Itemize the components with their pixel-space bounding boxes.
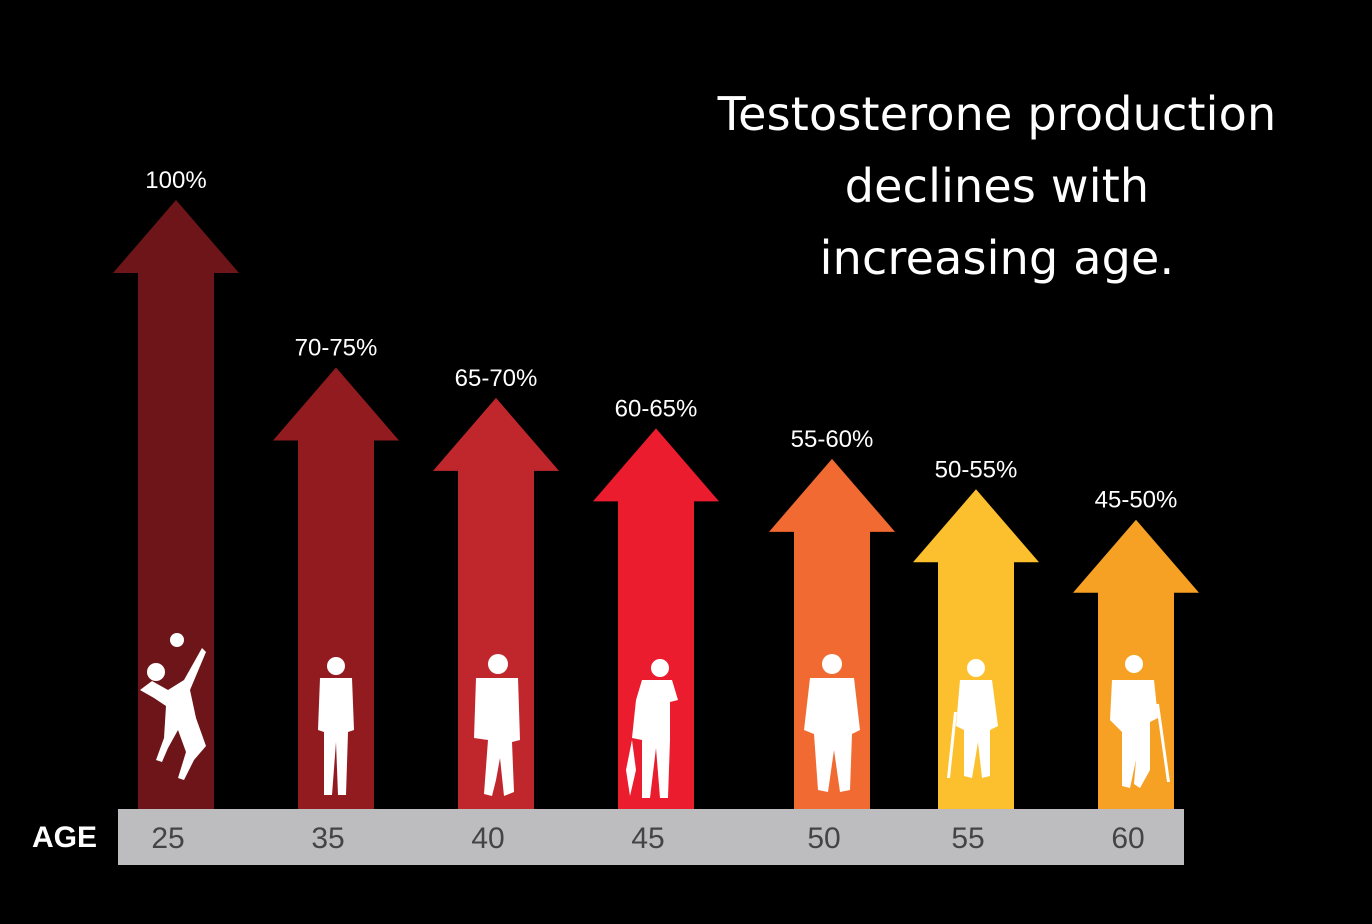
age-tick-60: 60 bbox=[1111, 822, 1144, 855]
man-on-phone-icon bbox=[626, 659, 678, 798]
figures-layer bbox=[140, 633, 1170, 798]
chart-title: Testosterone production declines with in… bbox=[640, 78, 1354, 294]
standing-man-icon bbox=[318, 657, 354, 795]
arrow-bar-35 bbox=[273, 367, 399, 809]
value-label-35: 70-75% bbox=[295, 334, 378, 361]
arrow-bar-55 bbox=[913, 489, 1039, 809]
age-tick-45: 45 bbox=[631, 822, 664, 855]
arrow-bar-50 bbox=[769, 458, 895, 809]
age-tick-55: 55 bbox=[951, 822, 984, 855]
age-ticks: 25 35 40 45 50 55 60 bbox=[151, 822, 1144, 855]
value-label-40: 65-70% bbox=[455, 365, 538, 392]
arrow-bar-45 bbox=[593, 428, 719, 809]
value-label-50: 55-60% bbox=[791, 426, 874, 453]
age-tick-50: 50 bbox=[807, 822, 840, 855]
age-tick-40: 40 bbox=[471, 822, 504, 855]
title-line-1: Testosterone production bbox=[717, 87, 1277, 141]
volleyball-player-icon bbox=[140, 633, 206, 780]
value-label-60: 45-50% bbox=[1095, 487, 1178, 514]
value-label-45: 60-65% bbox=[615, 395, 698, 422]
arrow-bar-25 bbox=[113, 200, 239, 809]
title-line-3: increasing age. bbox=[819, 231, 1175, 285]
heavy-man-icon bbox=[804, 654, 860, 792]
arrow-bar-40 bbox=[433, 397, 559, 809]
value-label-55: 50-55% bbox=[935, 456, 1018, 483]
age-axis-bar bbox=[118, 809, 1184, 865]
age-tick-25: 25 bbox=[151, 822, 184, 855]
elderly-man-with-cane-icon bbox=[1110, 655, 1170, 788]
age-axis-label: AGE bbox=[32, 821, 97, 854]
age-tick-35: 35 bbox=[311, 822, 344, 855]
leaning-man-icon bbox=[474, 654, 520, 796]
value-labels: 100% 70-75% 65-70% 60-65% 55-60% 50-55% 45-50% bbox=[145, 167, 1177, 514]
value-label-25: 100% bbox=[145, 167, 206, 194]
old-man-with-cane-icon bbox=[947, 659, 998, 778]
title-line-2: declines with bbox=[844, 159, 1150, 213]
